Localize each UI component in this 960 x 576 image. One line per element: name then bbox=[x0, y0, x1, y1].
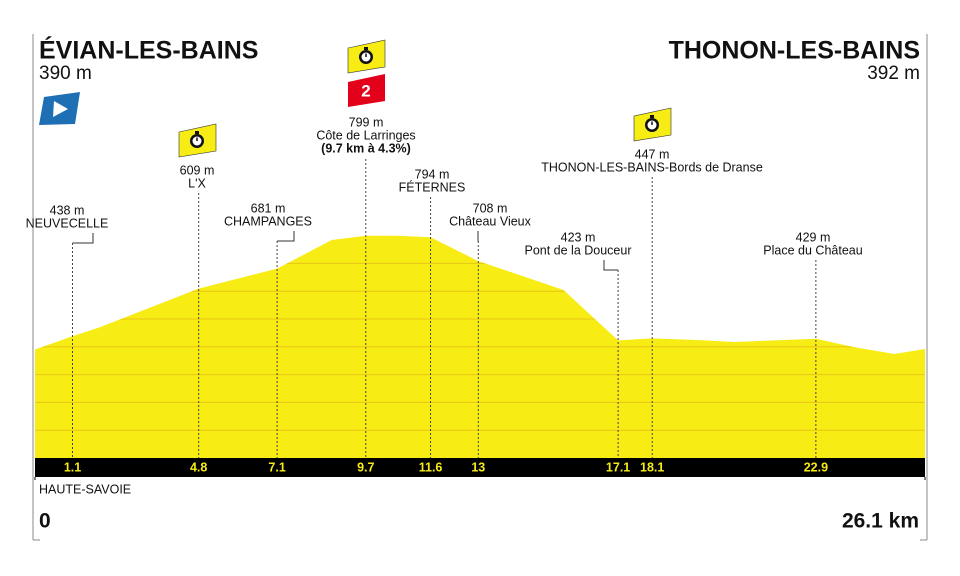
waypoint-altitude: 447 m bbox=[635, 147, 670, 161]
category-label: 2 bbox=[361, 81, 370, 100]
region: HAUTE-SAVOIE bbox=[39, 482, 131, 496]
start-flag bbox=[39, 92, 80, 125]
stopwatch-crown bbox=[364, 47, 368, 50]
waypoint-altitude: 429 m bbox=[796, 230, 831, 244]
x-tick-label: 0 bbox=[39, 510, 51, 533]
km-label: 13 bbox=[471, 460, 485, 474]
bonus-icon bbox=[633, 107, 672, 142]
km-label: 18.1 bbox=[640, 460, 664, 474]
start-name: ÉVIAN-LES-BAINS bbox=[39, 36, 258, 65]
km-label: 22.9 bbox=[804, 460, 828, 474]
km-bar bbox=[35, 458, 925, 477]
category-badge: 2 bbox=[348, 74, 385, 107]
km-label: 7.1 bbox=[268, 460, 285, 474]
x-tick-label: 26.1 km bbox=[842, 510, 919, 533]
bonus-icon bbox=[347, 39, 386, 74]
waypoint-name: Château Vieux bbox=[449, 214, 532, 228]
waypoint-name: FÉTERNES bbox=[399, 179, 466, 194]
waypoint-altitude: 708 m bbox=[473, 201, 508, 215]
leader-elbow bbox=[603, 260, 619, 271]
start-altitude: 390 m bbox=[39, 63, 92, 84]
km-label: 17.1 bbox=[606, 460, 630, 474]
waypoint-name: NEUVECELLE bbox=[26, 216, 109, 230]
km-label: 4.8 bbox=[190, 460, 207, 474]
finish-name: THONON-LES-BAINS bbox=[669, 37, 920, 65]
km-label: 9.7 bbox=[357, 460, 374, 474]
stopwatch-crown bbox=[650, 115, 654, 118]
bonus-icon bbox=[178, 123, 217, 158]
waypoint-altitude: 799 m bbox=[349, 115, 384, 129]
waypoint-altitude: 609 m bbox=[180, 163, 215, 177]
waypoint-altitude: 423 m bbox=[561, 230, 596, 244]
waypoint-name: CHAMPANGES bbox=[224, 214, 312, 228]
category-badge-shape bbox=[348, 74, 385, 107]
waypoint-name: Côte de Larringes bbox=[316, 128, 415, 142]
waypoint-altitude: 681 m bbox=[251, 201, 286, 215]
leader-elbow bbox=[277, 231, 295, 242]
km-label: 1.1 bbox=[64, 460, 81, 474]
waypoint-detail: (9.7 km à 4.3%) bbox=[321, 141, 411, 155]
stopwatch-crown bbox=[195, 131, 199, 134]
waypoint-altitude: 438 m bbox=[50, 203, 85, 217]
waypoint-name: THONON-LES-BAINS-Bords de Dranse bbox=[541, 160, 763, 174]
waypoint-name: Place du Château bbox=[763, 243, 862, 257]
waypoint-altitude: 794 m bbox=[415, 167, 450, 181]
finish-altitude: 392 m bbox=[867, 63, 920, 84]
km-label: 11.6 bbox=[419, 460, 443, 474]
leader-elbow bbox=[72, 233, 94, 244]
waypoint-name: L'X bbox=[188, 176, 206, 190]
waypoint-name: Pont de la Douceur bbox=[524, 243, 631, 257]
